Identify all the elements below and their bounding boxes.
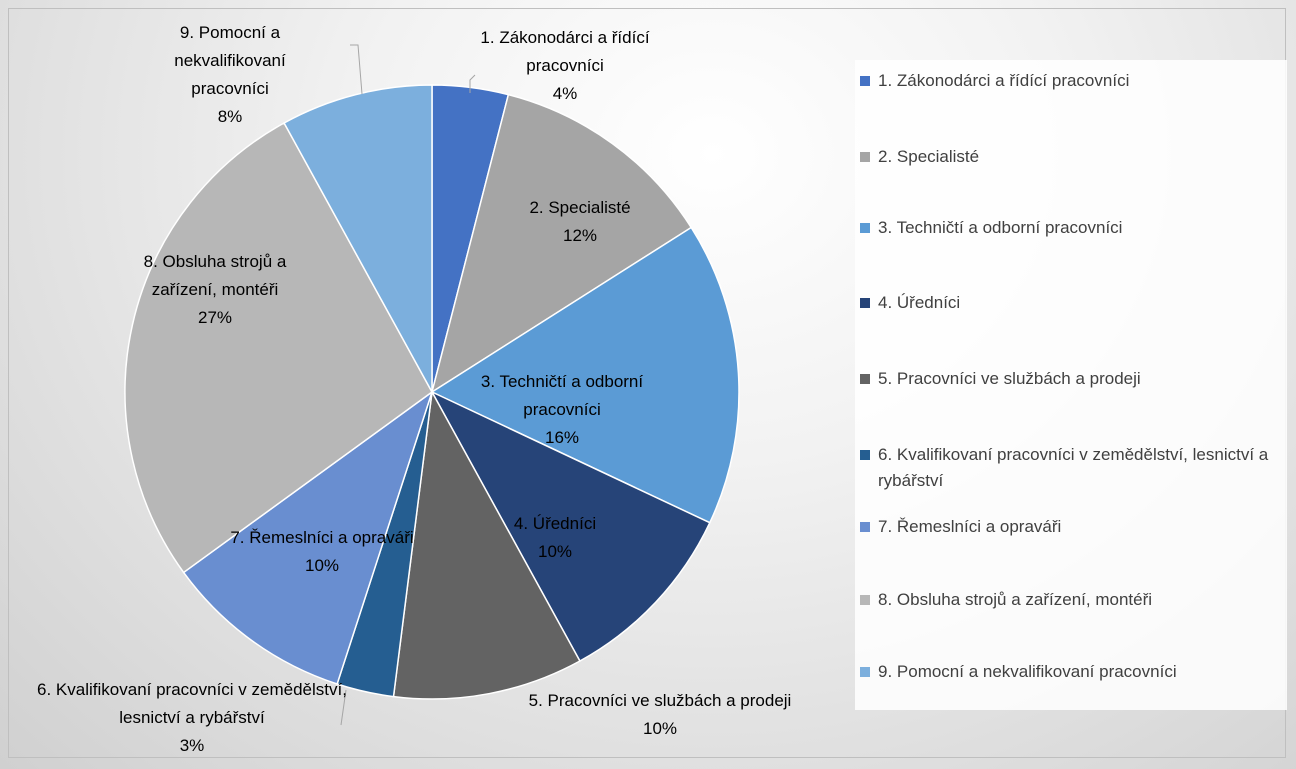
leader-line [350, 44, 363, 95]
data-label-value: 16% [544, 428, 580, 447]
legend-label: 7. Řemeslníci a opraváři [878, 517, 1062, 536]
data-label-name: 3. Techničtí a odborní pracovníci [480, 372, 644, 419]
legend-label: 1. Zákonodárci a řídící pracovníci [878, 71, 1130, 90]
legend-swatch [860, 667, 870, 677]
data-label-name: 1. Zákonodárci a řídící pracovníci [480, 28, 650, 75]
leader-line [340, 689, 347, 726]
data-label: 9. Pomocní a nekvalifikovaní pracovníci 8… [145, 19, 315, 131]
legend-item: 2. Specialisté [860, 144, 1280, 170]
data-label-value: 4% [552, 84, 578, 103]
legend-label: 6. Kvalifikovaní pracovníci v zemědělstv… [878, 445, 1269, 490]
legend-swatch [860, 374, 870, 384]
data-label-name: 8. Obsluha strojů a zařízení, montéři [143, 252, 287, 299]
data-label-value: 10% [642, 719, 678, 738]
pie-slice [392, 389, 581, 700]
data-label: 2. Specialisté 12% [490, 194, 670, 250]
data-label: 5. Pracovníci ve službách a prodeji 10% [480, 687, 840, 743]
legend: 1. Zákonodárci a řídící pracovníci 2. Spe… [855, 60, 1287, 710]
pie-slice [283, 84, 433, 393]
data-label: 1. Zákonodárci a řídící pracovníci 4% [470, 24, 660, 108]
data-label-name: 2. Specialisté [529, 198, 631, 217]
data-label: 4. Úředníci 10% [465, 510, 645, 566]
pie-slice [430, 390, 711, 663]
data-label: 3. Techničtí a odborní pracovníci 16% [462, 368, 662, 452]
legend-label: 5. Pracovníci ve službách a prodeji [878, 369, 1141, 388]
data-label-name: 4. Úředníci [513, 514, 597, 533]
legend-item: 8. Obsluha strojů a zařízení, montéři [860, 587, 1280, 613]
pie-slice [182, 390, 434, 685]
legend-item: 1. Zákonodárci a řídící pracovníci [860, 68, 1280, 94]
data-label-name: 7. Řemeslníci a opraváři [230, 528, 414, 547]
legend-item: 3. Techničtí a odborní pracovníci [860, 215, 1280, 241]
legend-label: 9. Pomocní a nekvalifikovaní pracovníci [878, 662, 1177, 681]
pie-slice [124, 121, 433, 574]
legend-item: 6. Kvalifikovaní pracovníci v zemědělstv… [860, 442, 1280, 494]
legend-label: 3. Techničtí a odborní pracovníci [878, 218, 1123, 237]
legend-swatch [860, 450, 870, 460]
data-label-name: 6. Kvalifikovaní pracovníci v zemědělstv… [37, 680, 347, 727]
data-label-value: 10% [304, 556, 340, 575]
legend-label: 8. Obsluha strojů a zařízení, montéři [878, 590, 1153, 609]
legend-item: 9. Pomocní a nekvalifikovaní pracovníci [860, 659, 1280, 685]
data-label-value: 27% [197, 308, 233, 327]
data-label-value: 8% [217, 107, 243, 126]
data-label-value: 12% [562, 226, 598, 245]
data-label-name: 9. Pomocní a nekvalifikovaní pracovníci [174, 23, 286, 98]
legend-label: 4. Úředníci [878, 293, 961, 312]
data-label-value: 10% [537, 542, 573, 561]
legend-label: 2. Specialisté [878, 147, 980, 166]
data-label-name: 5. Pracovníci ve službách a prodeji [528, 691, 792, 710]
data-label: 8. Obsluha strojů a zařízení, montéři 27% [115, 248, 315, 332]
legend-item: 7. Řemeslníci a opraváři [860, 514, 1280, 540]
legend-swatch [860, 298, 870, 308]
leader-line [469, 74, 476, 93]
data-label-value: 3% [179, 736, 205, 755]
legend-swatch [860, 152, 870, 162]
legend-swatch [860, 595, 870, 605]
legend-swatch [860, 223, 870, 233]
pie-slice [430, 226, 740, 524]
data-label: 7. Řemeslníci a opraváři 10% [182, 524, 462, 580]
legend-swatch [860, 522, 870, 532]
legend-item: 5. Pracovníci ve službách a prodeji [860, 366, 1280, 392]
data-label: 6. Kvalifikovaní pracovníci v zemědělstv… [27, 676, 357, 760]
legend-swatch [860, 76, 870, 86]
legend-item: 4. Úředníci [860, 290, 1280, 316]
pie-slice [430, 93, 693, 394]
